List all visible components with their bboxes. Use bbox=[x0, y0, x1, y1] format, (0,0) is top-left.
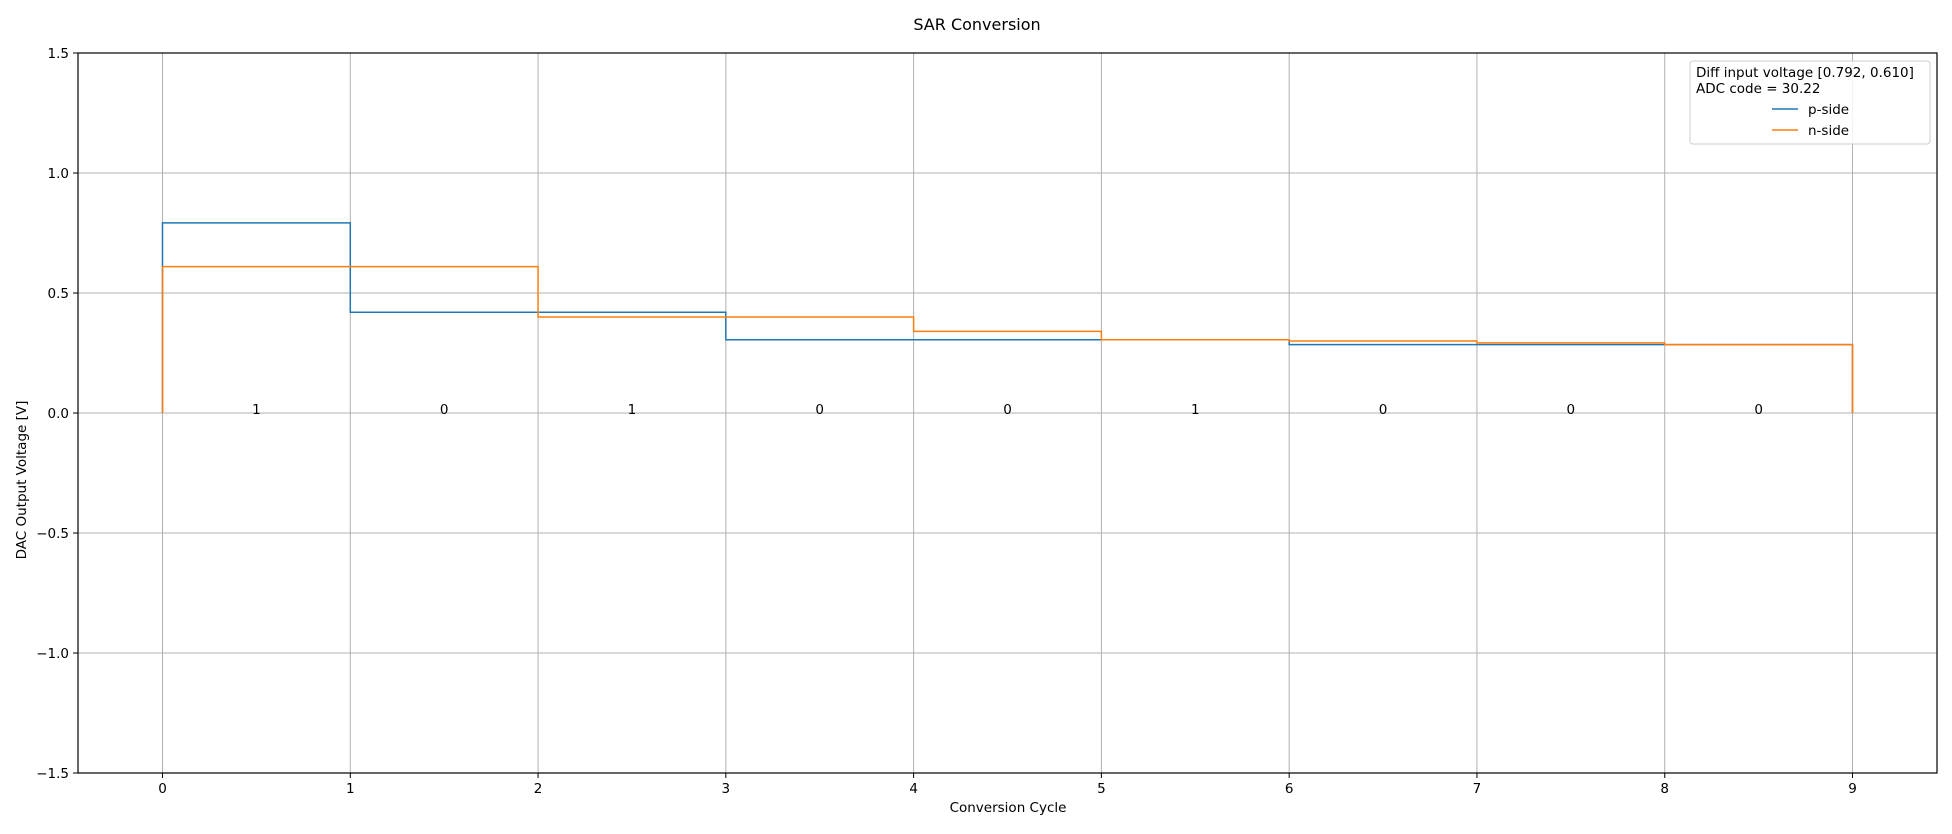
y-tick-label: −1.0 bbox=[36, 646, 69, 662]
y-tick-label: 0.0 bbox=[48, 406, 69, 422]
bit-label: 0 bbox=[1567, 402, 1576, 418]
bit-labels: 1 0 1 0 0 1 0 0 0 bbox=[252, 402, 1763, 418]
n-side-series-line bbox=[161, 265, 1854, 413]
axis-ticks: 0 1 2 3 4 5 6 7 8 9 −1.5 −1.0 −0.5 0.0 0.5 1.0 1.5 bbox=[36, 46, 1857, 797]
x-tick-label: 4 bbox=[909, 781, 918, 797]
series-lines bbox=[161, 222, 1854, 413]
x-tick-label: 5 bbox=[1097, 781, 1106, 797]
x-tick-label: 7 bbox=[1473, 781, 1482, 797]
x-axis-label: Conversion Cycle bbox=[950, 800, 1067, 816]
y-tick-label: 1.0 bbox=[48, 166, 69, 182]
y-tick-label: 0.5 bbox=[48, 286, 69, 302]
chart-title: SAR Conversion bbox=[913, 15, 1040, 34]
bit-label: 0 bbox=[815, 402, 824, 418]
y-tick-label: −1.5 bbox=[36, 766, 69, 782]
x-tick-label: 8 bbox=[1660, 781, 1669, 797]
y-tick-label: 1.5 bbox=[48, 46, 69, 62]
legend-header-line: ADC code = 30.22 bbox=[1696, 81, 1820, 97]
x-tick-label: 3 bbox=[722, 781, 731, 797]
x-tick-label: 0 bbox=[158, 781, 167, 797]
p-side-legend-label: p-side bbox=[1808, 102, 1849, 118]
bit-label: 0 bbox=[440, 402, 449, 418]
legend: Diff input voltage [0.792, 0.610]ADC cod… bbox=[1689, 60, 1931, 145]
x-tick-label: 9 bbox=[1848, 781, 1857, 797]
y-axis-label: DAC Output Voltage [V] bbox=[14, 401, 30, 560]
y-tick-label: −0.5 bbox=[36, 526, 69, 542]
bit-label: 1 bbox=[252, 402, 261, 418]
bit-label: 1 bbox=[1191, 402, 1200, 418]
legend-header-line: Diff input voltage [0.792, 0.610] bbox=[1696, 65, 1914, 81]
bit-label: 1 bbox=[628, 402, 637, 418]
n-side-legend-label: n-side bbox=[1808, 123, 1849, 139]
bit-label: 0 bbox=[1379, 402, 1388, 418]
bit-label: 0 bbox=[1003, 402, 1012, 418]
legend-box bbox=[1689, 60, 1931, 145]
x-tick-label: 6 bbox=[1285, 781, 1294, 797]
bit-label: 0 bbox=[1754, 402, 1763, 418]
x-tick-label: 2 bbox=[534, 781, 543, 797]
p-side-series-line bbox=[161, 222, 1854, 413]
x-tick-label: 1 bbox=[346, 781, 355, 797]
